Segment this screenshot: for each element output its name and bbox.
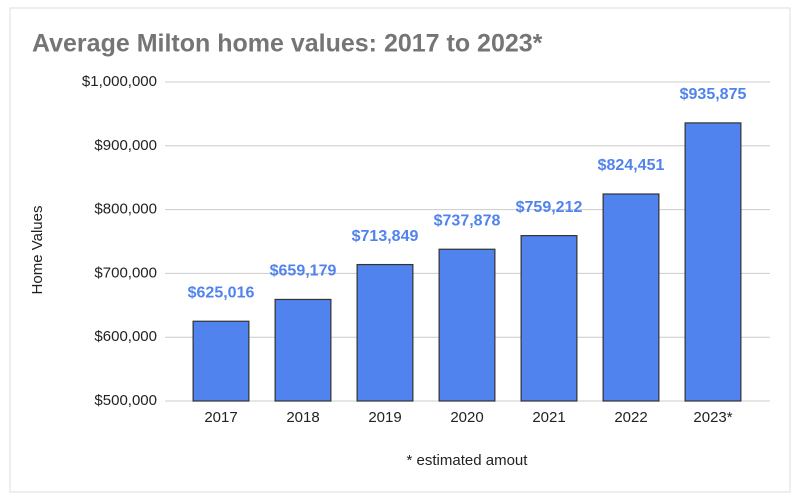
y-tick-label: $1,000,000 <box>82 73 157 90</box>
bar <box>274 298 332 402</box>
bar <box>602 193 660 402</box>
bar <box>520 235 578 402</box>
y-tick-label: $700,000 <box>94 264 157 281</box>
x-tick-label: 2018 <box>286 409 319 426</box>
bar <box>438 248 496 402</box>
y-tick-label: $500,000 <box>94 392 157 409</box>
y-tick-label: $600,000 <box>94 328 157 345</box>
value-label: $824,451 <box>598 157 665 174</box>
x-tick-label: 2021 <box>532 409 565 426</box>
y-tick-label: $800,000 <box>94 201 157 218</box>
bar <box>684 122 742 402</box>
chart-title: Average Milton home values: 2017 to 2023… <box>32 30 543 58</box>
value-label: $935,875 <box>680 86 747 103</box>
value-label: $713,849 <box>352 228 419 245</box>
y-tick-label: $900,000 <box>94 137 157 154</box>
bar <box>192 320 250 402</box>
x-tick-label: 2022 <box>614 409 647 426</box>
y-axis-label: Home Values <box>29 206 46 295</box>
bar <box>356 263 414 402</box>
x-tick-label: 2017 <box>204 409 237 426</box>
chart-frame <box>9 7 791 493</box>
x-tick-label: 2019 <box>368 409 401 426</box>
value-label: $659,179 <box>270 263 337 280</box>
value-label: $737,878 <box>434 212 501 229</box>
value-label: $625,016 <box>188 284 255 301</box>
value-label: $759,212 <box>516 199 583 216</box>
x-tick-label: 2020 <box>450 409 483 426</box>
x-tick-label: 2023* <box>693 409 732 426</box>
note: * estimated amout <box>407 452 529 469</box>
